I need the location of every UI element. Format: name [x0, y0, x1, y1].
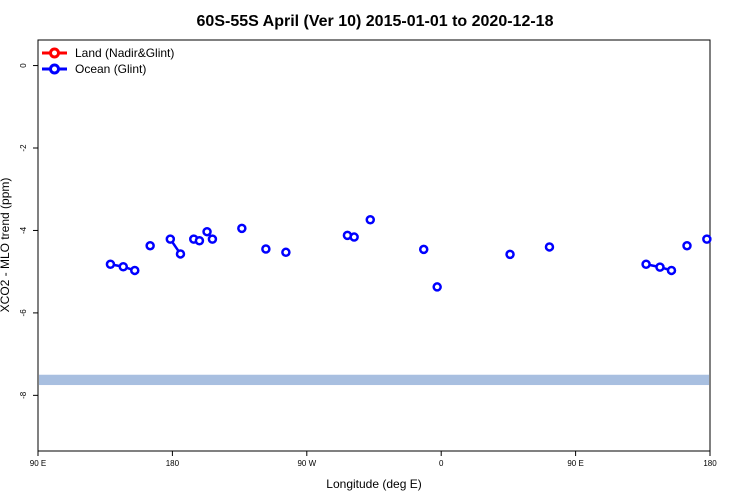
x-axis: 90 E 180 90 W 0 90 E 180 [30, 451, 717, 468]
data-point [105, 259, 116, 270]
x-tick-label: 0 [439, 459, 444, 468]
data-point [175, 249, 186, 259]
legend-item-land: Land (Nadir&Glint) [42, 46, 174, 60]
data-point [349, 232, 359, 242]
series-layer [105, 214, 712, 292]
data-point [207, 234, 218, 244]
x-tick-label: 90 E [567, 459, 583, 468]
legend-item-ocean: Ocean (Glint) [42, 62, 146, 76]
legend-label-ocean: Ocean (Glint) [75, 62, 146, 76]
data-point [118, 261, 129, 272]
legend-label-land: Land (Nadir&Glint) [75, 46, 174, 60]
data-point [505, 249, 515, 260]
y-tick-label: -4 [19, 226, 28, 234]
data-point [655, 262, 665, 272]
data-point [130, 265, 140, 276]
band [39, 374, 709, 386]
x-tick-label: 180 [166, 459, 180, 468]
data-point [418, 244, 429, 255]
data-point [641, 259, 651, 270]
band-layer [39, 374, 709, 386]
data-point [281, 247, 291, 258]
x-tick-label: 90 W [297, 459, 316, 468]
y-tick-label: -2 [19, 144, 28, 152]
data-point [702, 234, 712, 244]
data-point [261, 244, 271, 254]
data-point [432, 282, 442, 292]
chart-title: 60S-55S April (Ver 10) 2015-01-01 to 202… [197, 13, 554, 30]
legend-marker-land [49, 47, 60, 59]
x-tick-label: 90 E [30, 459, 46, 468]
data-point [202, 226, 212, 237]
data-point [237, 223, 247, 234]
x-axis-label: Longitude (deg E) [326, 477, 421, 491]
data-point [194, 236, 205, 246]
data-point [682, 240, 692, 251]
y-tick-label: -8 [19, 391, 28, 399]
data-point [165, 234, 176, 244]
data-point [365, 214, 376, 225]
legend-marker-ocean [49, 63, 60, 75]
y-tick-label: -6 [19, 309, 28, 317]
x-tick-label: 180 [703, 459, 717, 468]
data-point [666, 265, 677, 276]
y-tick-label: 0 [19, 63, 28, 68]
legend: Land (Nadir&Glint) Ocean (Glint) [42, 46, 174, 76]
y-axis-label: XCO2 - MLO trend (ppm) [0, 178, 12, 313]
data-point [544, 242, 555, 252]
data-point [145, 240, 155, 251]
plot-frame [37, 39, 711, 452]
y-axis: 0 -2 -4 -6 -8 [19, 63, 38, 399]
